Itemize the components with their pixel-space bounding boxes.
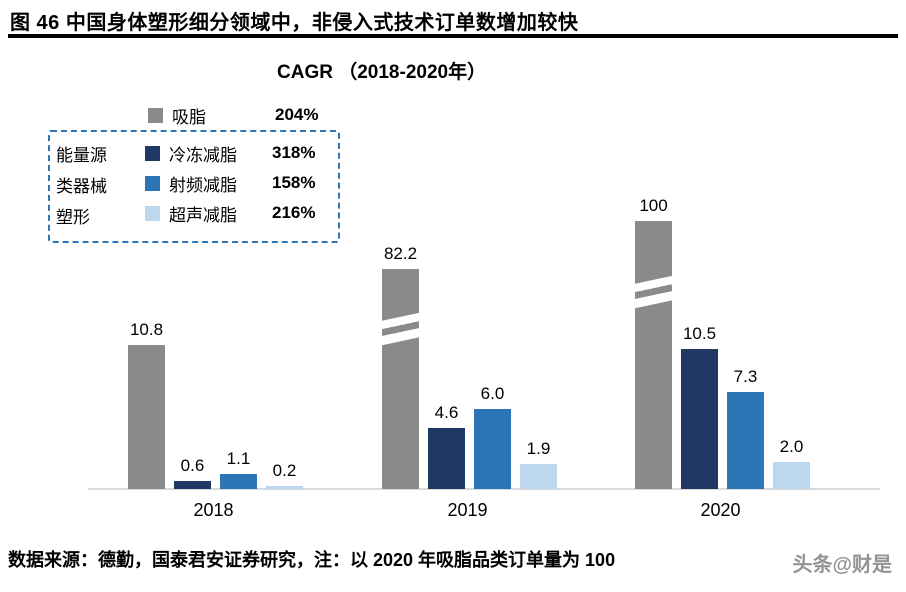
group-label-line-1: 能量源	[56, 146, 107, 165]
axis-break-mark	[382, 312, 419, 346]
bar-ultrasound-2020: 2.0	[773, 437, 810, 489]
bar-fill	[174, 481, 211, 489]
source-note: 数据来源：德勤，国泰君安证券研究，注：以 2020 年吸脂品类订单量为 100	[8, 550, 616, 570]
legend-label-ultrasound: 超声减脂	[169, 205, 237, 225]
x-tick-2019: 2019	[447, 500, 488, 520]
legend-item-ultrasound: 超声减脂 216%	[145, 198, 315, 228]
legend-swatch-cryo	[145, 145, 160, 161]
bar-value-label-cryo-2020: 10.5	[682, 324, 717, 343]
bar-value-label-rf-2019: 6.0	[480, 384, 505, 403]
legend-cagr-cryo: 318%	[272, 143, 316, 162]
group-label-line-2: 类器械	[56, 177, 107, 196]
figure-title: 图 46 中国身体塑形细分领域中，非侵入式技术订单数增加较快	[10, 12, 579, 34]
legend: 吸脂 204% 能量源 类器械 塑形 冷冻减脂 318% 射频减脂 158%	[48, 100, 340, 243]
bar-group-2019: 82.2 4.6 6.0 1.9	[382, 244, 557, 489]
bar-fill	[128, 345, 165, 489]
legend-item-liposuction: 吸脂 204%	[148, 100, 340, 130]
legend-item-cryo: 冷冻减脂 318%	[145, 138, 315, 168]
bar-ultrasound-2019: 1.9	[520, 439, 557, 489]
bar-fill	[382, 269, 419, 489]
bar-group-2020: 100 10.5 7.3 2.0	[635, 196, 810, 489]
group-label-line-3: 塑形	[56, 208, 90, 227]
bar-value-label-rf-2018: 1.1	[226, 449, 251, 468]
bar-rf-2018: 1.1	[220, 449, 257, 489]
bar-fill	[474, 409, 511, 489]
bar-value-label-ultrasound-2020: 2.0	[779, 437, 804, 456]
bar-value-label-liposuction-2018: 10.8	[129, 320, 164, 339]
legend-swatch-rf	[145, 175, 160, 191]
legend-cagr-liposuction: 204%	[275, 105, 319, 124]
x-axis-line	[88, 488, 880, 490]
watermark: 头条@财是	[792, 554, 892, 576]
legend-label-liposuction: 吸脂	[172, 107, 206, 127]
bar-fill	[220, 474, 257, 489]
bar-liposuction-2019: 82.2	[382, 244, 419, 489]
bar-liposuction-2020: 100	[635, 196, 672, 489]
bar-value-label-liposuction-2019: 82.2	[383, 244, 418, 263]
legend-label-cryo: 冷冻减脂	[169, 145, 237, 165]
bar-ultrasound-2018: 0.2	[266, 461, 303, 489]
bar-fill	[727, 392, 764, 489]
title-underline	[8, 34, 898, 38]
bar-cryo-2020: 10.5	[681, 324, 718, 489]
axis-break-mark	[635, 275, 672, 309]
bar-fill	[428, 428, 465, 489]
bar-value-label-cryo-2018: 0.6	[180, 456, 205, 475]
energy-device-group-label: 能量源 类器械 塑形	[56, 138, 109, 233]
bar-fill	[635, 221, 672, 489]
chart-title: CAGR （2018-2020年）	[277, 62, 487, 83]
bar-value-label-cryo-2019: 4.6	[434, 403, 459, 422]
bar-value-label-rf-2020: 7.3	[733, 367, 758, 386]
bar-fill	[773, 462, 810, 489]
legend-swatch-liposuction	[148, 107, 163, 123]
bar-liposuction-2018: 10.8	[128, 320, 165, 489]
energy-device-legend-rows: 冷冻减脂 318% 射频减脂 158% 超声减脂 216%	[145, 138, 315, 233]
bar-rf-2020: 7.3	[727, 367, 764, 489]
bar-cryo-2019: 4.6	[428, 403, 465, 489]
bar-fill	[681, 349, 718, 489]
bar-cryo-2018: 0.6	[174, 456, 211, 489]
bar-value-label-liposuction-2020: 100	[639, 196, 668, 215]
bar-value-label-ultrasound-2019: 1.9	[526, 439, 551, 458]
bar-group-2018: 10.8 0.6 1.1 0.2	[128, 320, 303, 489]
energy-device-group-box: 能量源 类器械 塑形 冷冻减脂 318% 射频减脂 158% 超声减脂	[48, 130, 340, 243]
legend-label-rf: 射频减脂	[169, 175, 237, 195]
legend-cagr-rf: 158%	[272, 173, 316, 192]
x-tick-2020: 2020	[700, 500, 741, 520]
legend-item-rf: 射频减脂 158%	[145, 168, 315, 198]
legend-cagr-ultrasound: 216%	[272, 203, 316, 222]
bar-value-label-ultrasound-2018: 0.2	[272, 461, 297, 480]
legend-swatch-ultrasound	[145, 205, 160, 221]
x-tick-2018: 2018	[193, 500, 234, 520]
bar-rf-2019: 6.0	[474, 384, 511, 489]
bar-fill	[266, 486, 303, 489]
bar-fill	[520, 464, 557, 489]
